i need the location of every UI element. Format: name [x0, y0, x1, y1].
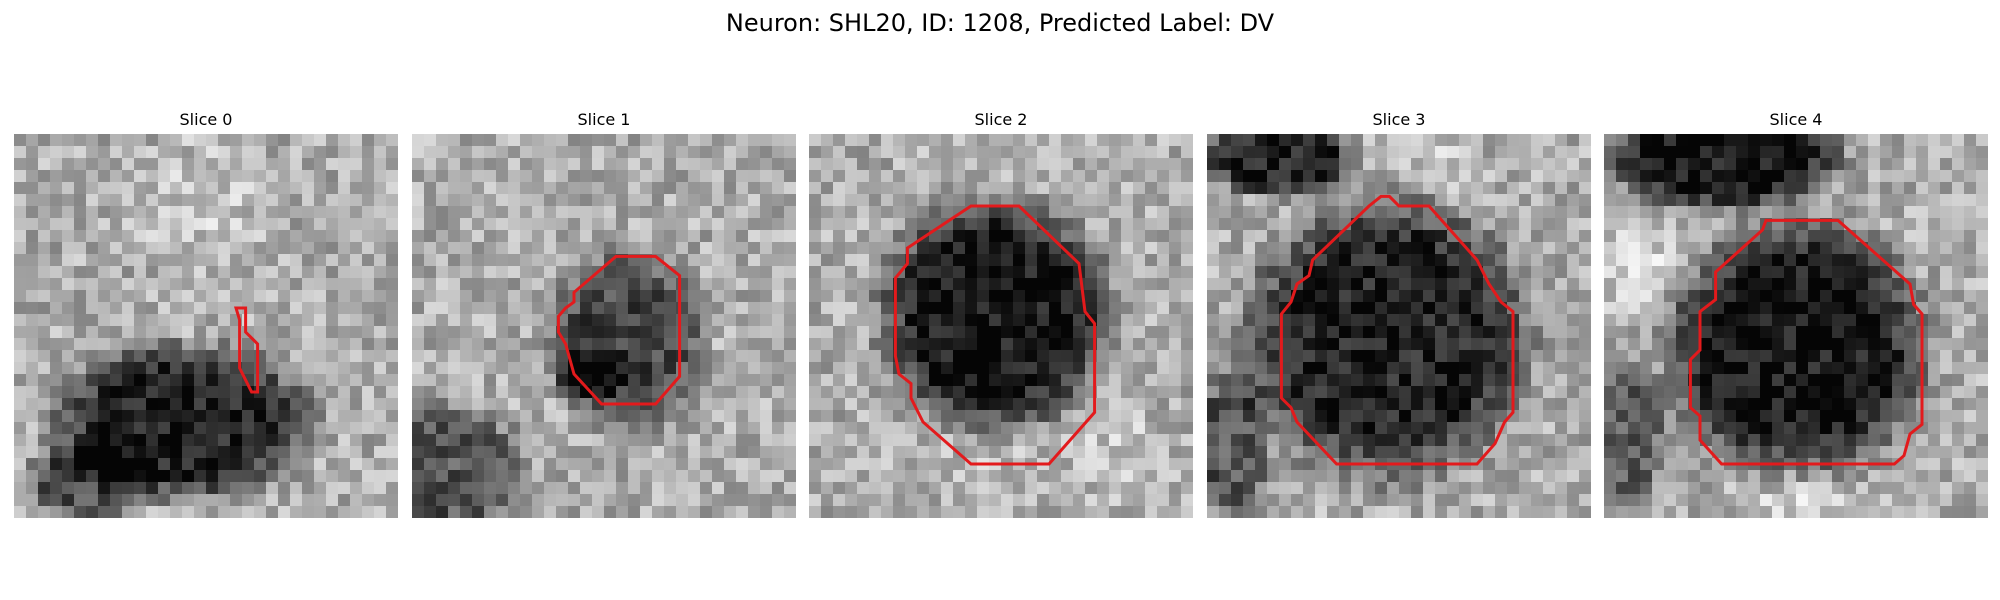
pixel-grid — [14, 134, 398, 518]
slice-panel-2: Slice 2 — [809, 110, 1193, 518]
roi-outline — [233, 306, 260, 394]
slice-image — [412, 134, 796, 518]
pixel-grid — [412, 134, 796, 518]
slice-image — [14, 134, 398, 518]
slice-title: Slice 0 — [179, 110, 233, 129]
slice-panel-0: Slice 0 — [14, 110, 398, 518]
slice-panel-4: Slice 4 — [1604, 110, 1988, 518]
slice-title: Slice 2 — [974, 110, 1028, 129]
pixel-grid — [1207, 134, 1591, 518]
slice-title: Slice 4 — [1769, 110, 1823, 129]
roi-outline — [1279, 194, 1515, 466]
roi-outline — [556, 254, 682, 406]
figure-title: Neuron: SHL20, ID: 1208, Predicted Label… — [725, 9, 1275, 37]
pixel-grid — [1604, 134, 1988, 518]
roi-outline — [1688, 218, 1924, 466]
roi-outline — [893, 204, 1097, 466]
slice-panel-3: Slice 3 — [1207, 110, 1591, 518]
slice-image — [1207, 134, 1591, 518]
slice-panel-1: Slice 1 — [412, 110, 796, 518]
slice-title: Slice 3 — [1372, 110, 1426, 129]
slice-title: Slice 1 — [577, 110, 631, 129]
slice-image — [1604, 134, 1988, 518]
slice-image — [809, 134, 1193, 518]
pixel-grid — [809, 134, 1193, 518]
